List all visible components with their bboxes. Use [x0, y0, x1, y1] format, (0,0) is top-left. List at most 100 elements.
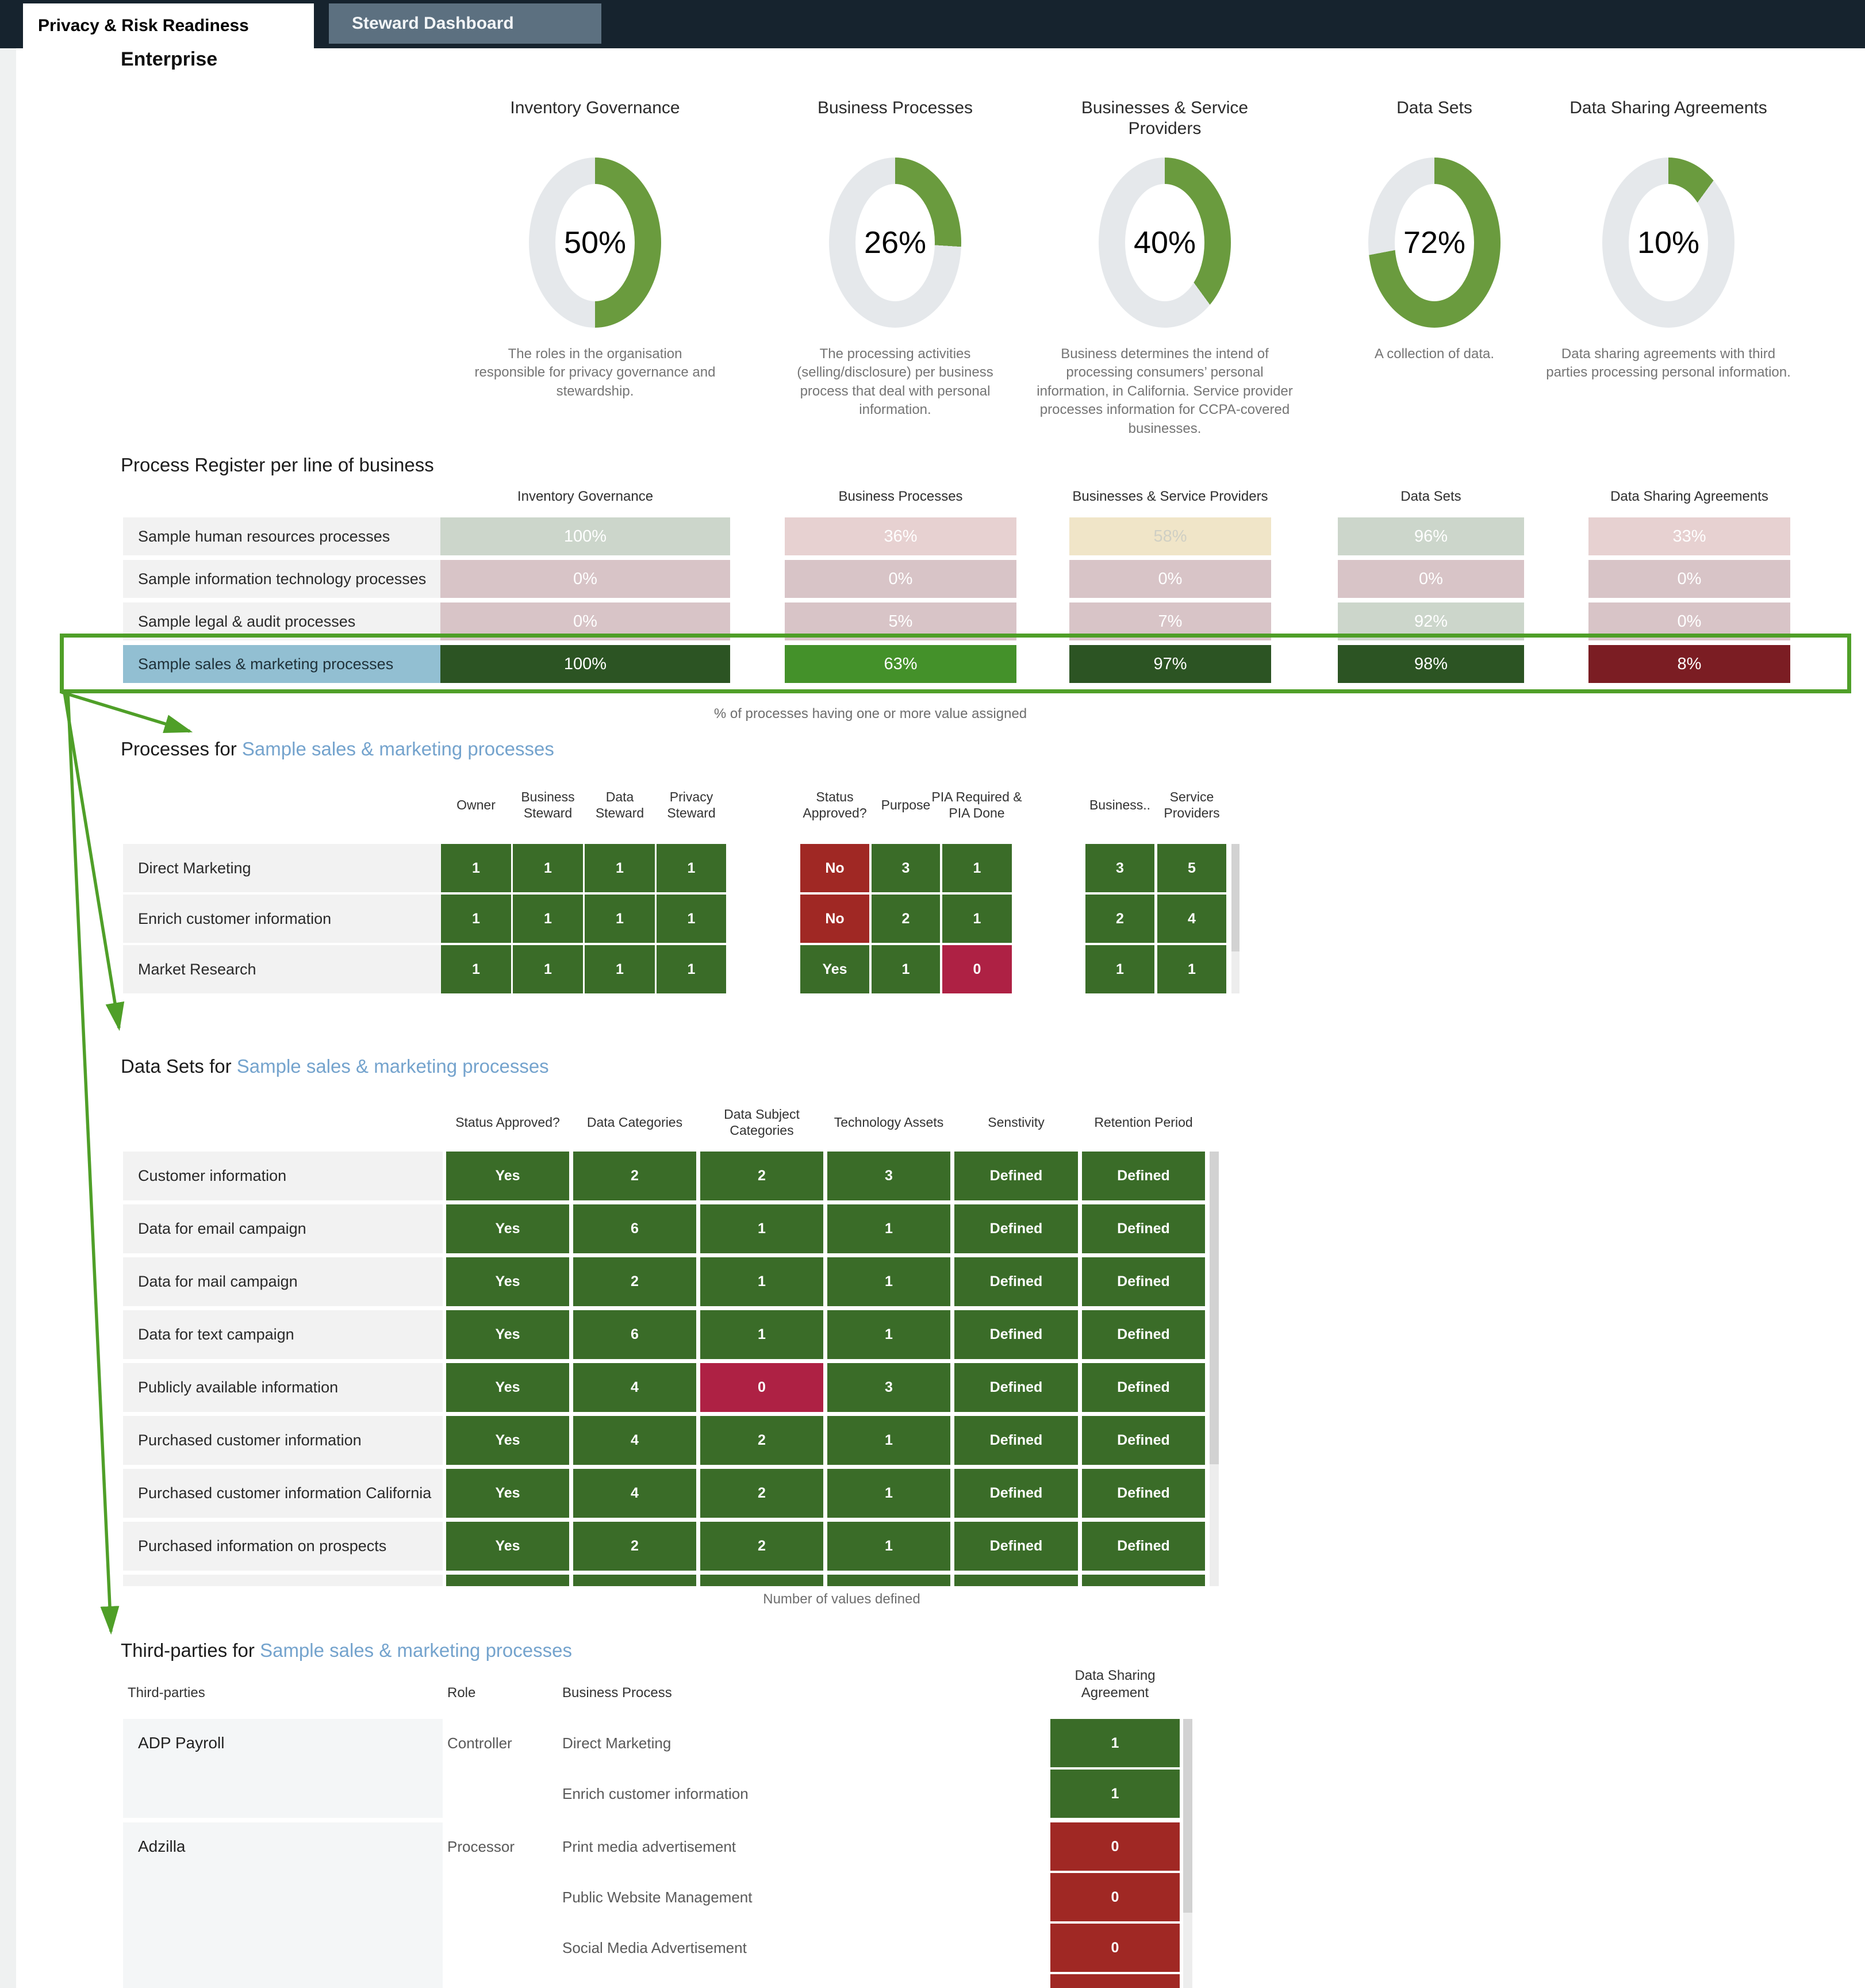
register-cell[interactable]: 7%	[1069, 602, 1271, 640]
datasets-row-partial[interactable]	[123, 1575, 443, 1586]
datasets-row-label[interactable]: Publicly available information	[123, 1363, 443, 1412]
datasets-cell[interactable]: Defined	[954, 1469, 1078, 1518]
processes-cell[interactable]: 1	[585, 895, 655, 943]
register-row-label[interactable]: Sample legal & audit processes	[123, 602, 440, 640]
datasets-cell[interactable]: 2	[700, 1416, 823, 1465]
datasets-title-subject[interactable]: Sample sales & marketing processes	[236, 1056, 549, 1077]
processes-cell[interactable]: 0	[942, 945, 1012, 993]
thirdparty-cell[interactable]: 0	[1050, 1974, 1180, 1988]
register-cell[interactable]: 0%	[440, 560, 730, 598]
scrollbar[interactable]	[1210, 1152, 1219, 1586]
processes-cell[interactable]: 1	[872, 945, 940, 993]
thirdparty-name[interactable]: Adzilla	[138, 1837, 186, 1855]
datasets-cell-partial[interactable]	[1082, 1575, 1205, 1586]
datasets-cell[interactable]: Defined	[954, 1310, 1078, 1359]
processes-cell[interactable]: 1	[1157, 945, 1226, 993]
datasets-cell[interactable]: 1	[700, 1204, 823, 1253]
datasets-cell[interactable]: 6	[573, 1310, 696, 1359]
datasets-cell[interactable]: Yes	[446, 1152, 569, 1200]
processes-cell[interactable]: 1	[1085, 945, 1154, 993]
processes-cell[interactable]: 1	[657, 945, 726, 993]
donut-chart[interactable]: 50%	[529, 158, 661, 328]
processes-row-label[interactable]: Enrich customer information	[123, 895, 440, 943]
datasets-cell[interactable]: Defined	[954, 1152, 1078, 1200]
register-cell[interactable]: 33%	[1588, 517, 1790, 555]
register-cell[interactable]: 63%	[785, 645, 1016, 683]
datasets-cell[interactable]: 1	[827, 1204, 950, 1253]
datasets-cell[interactable]: Yes	[446, 1469, 569, 1518]
datasets-cell[interactable]: Yes	[446, 1363, 569, 1412]
datasets-cell[interactable]: Yes	[446, 1522, 569, 1571]
register-row-label[interactable]: Sample information technology processes	[123, 560, 440, 598]
datasets-cell[interactable]: 2	[700, 1522, 823, 1571]
donut-chart[interactable]: 72%	[1368, 158, 1501, 328]
datasets-cell[interactable]: 4	[573, 1363, 696, 1412]
processes-row-label[interactable]: Market Research	[123, 945, 440, 993]
processes-cell[interactable]: 1	[657, 844, 726, 892]
processes-cell[interactable]: 1	[441, 945, 511, 993]
datasets-cell[interactable]: 2	[573, 1152, 696, 1200]
datasets-row-label[interactable]: Data for mail campaign	[123, 1257, 443, 1306]
processes-cell[interactable]: No	[800, 895, 869, 943]
thirdparty-cell[interactable]: 0	[1050, 1873, 1180, 1921]
datasets-cell[interactable]: Defined	[954, 1522, 1078, 1571]
register-cell[interactable]: 0%	[1338, 560, 1524, 598]
datasets-cell-partial[interactable]	[827, 1575, 950, 1586]
thirdparty-process[interactable]: Direct Marketing	[562, 1734, 671, 1752]
register-cell[interactable]: 96%	[1338, 517, 1524, 555]
donut-chart[interactable]: 40%	[1099, 158, 1231, 328]
thirdparty-cell[interactable]: 1	[1050, 1770, 1180, 1818]
datasets-cell[interactable]: Yes	[446, 1416, 569, 1465]
datasets-row-label[interactable]: Customer information	[123, 1152, 443, 1200]
datasets-cell[interactable]: Defined	[1082, 1363, 1205, 1412]
processes-cell[interactable]: 1	[585, 844, 655, 892]
datasets-cell[interactable]: 1	[827, 1522, 950, 1571]
datasets-cell[interactable]: Defined	[1082, 1257, 1205, 1306]
datasets-row-label[interactable]: Purchased customer information	[123, 1416, 443, 1465]
processes-cell[interactable]: 1	[513, 945, 583, 993]
processes-cell[interactable]: 1	[942, 844, 1012, 892]
datasets-cell[interactable]: 4	[573, 1416, 696, 1465]
datasets-cell-partial[interactable]	[954, 1575, 1078, 1586]
register-cell[interactable]: 98%	[1338, 645, 1524, 683]
datasets-cell-partial[interactable]	[700, 1575, 823, 1586]
register-cell[interactable]: 0%	[1588, 602, 1790, 640]
datasets-cell[interactable]: 0	[700, 1363, 823, 1412]
datasets-row-label[interactable]: Data for text campaign	[123, 1310, 443, 1359]
processes-title-subject[interactable]: Sample sales & marketing processes	[241, 738, 554, 759]
datasets-cell[interactable]: 3	[827, 1152, 950, 1200]
register-cell[interactable]: 100%	[440, 645, 730, 683]
register-cell[interactable]: 92%	[1338, 602, 1524, 640]
donut-chart[interactable]: 10%	[1602, 158, 1734, 328]
processes-cell[interactable]: 1	[942, 895, 1012, 943]
datasets-cell[interactable]: Yes	[446, 1257, 569, 1306]
datasets-cell[interactable]: 1	[700, 1257, 823, 1306]
register-cell[interactable]: 100%	[440, 517, 730, 555]
thirdparty-process[interactable]: Social Media Advertisement	[562, 1939, 747, 1956]
processes-cell[interactable]: 2	[1085, 895, 1154, 943]
thirdparty-process[interactable]: TV Advertisement	[562, 1974, 965, 1988]
datasets-cell-partial[interactable]	[446, 1575, 569, 1586]
datasets-cell[interactable]: Defined	[954, 1363, 1078, 1412]
processes-cell[interactable]: 1	[513, 895, 583, 943]
datasets-row-label[interactable]: Purchased information on prospects	[123, 1522, 443, 1571]
datasets-cell[interactable]: 1	[700, 1310, 823, 1359]
thirdparty-process[interactable]: Enrich customer information	[562, 1784, 749, 1802]
register-cell[interactable]: 97%	[1069, 645, 1271, 683]
thirdparty-process[interactable]: Print media advertisement	[562, 1837, 736, 1855]
processes-cell[interactable]: 5	[1157, 844, 1226, 892]
register-cell[interactable]: 5%	[785, 602, 1016, 640]
datasets-cell[interactable]: 2	[573, 1257, 696, 1306]
processes-cell[interactable]: 1	[585, 945, 655, 993]
datasets-cell[interactable]: Defined	[1082, 1310, 1205, 1359]
thirdparty-cell[interactable]: 0	[1050, 1924, 1180, 1972]
tab-steward-dashboard[interactable]: Steward Dashboard	[329, 3, 601, 44]
thirdparty-cell[interactable]: 1	[1050, 1719, 1180, 1767]
datasets-row-label[interactable]: Data for email campaign	[123, 1204, 443, 1253]
datasets-cell[interactable]: 2	[573, 1522, 696, 1571]
register-cell[interactable]: 0%	[785, 560, 1016, 598]
datasets-cell[interactable]: Defined	[1082, 1204, 1205, 1253]
thirdparties-title-subject[interactable]: Sample sales & marketing processes	[260, 1640, 572, 1661]
datasets-cell[interactable]: 1	[827, 1416, 950, 1465]
datasets-cell[interactable]: 2	[700, 1469, 823, 1518]
